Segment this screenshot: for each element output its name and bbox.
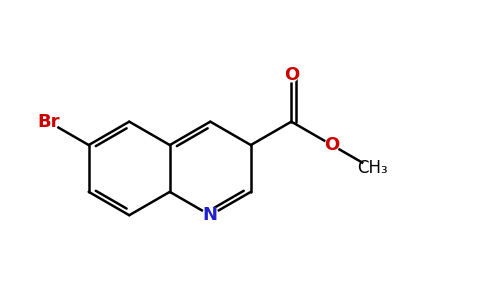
Circle shape xyxy=(285,68,298,82)
Text: O: O xyxy=(324,136,339,154)
Circle shape xyxy=(38,112,58,132)
Circle shape xyxy=(202,207,218,223)
Text: O: O xyxy=(284,66,299,84)
Text: N: N xyxy=(203,206,218,224)
Circle shape xyxy=(363,158,382,178)
Circle shape xyxy=(325,138,339,152)
Text: CH₃: CH₃ xyxy=(357,159,388,177)
Text: Br: Br xyxy=(37,112,60,130)
